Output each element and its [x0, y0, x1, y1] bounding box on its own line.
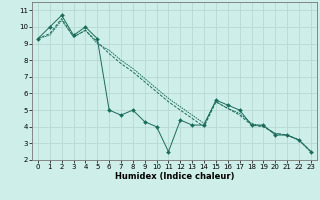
X-axis label: Humidex (Indice chaleur): Humidex (Indice chaleur) — [115, 172, 234, 181]
